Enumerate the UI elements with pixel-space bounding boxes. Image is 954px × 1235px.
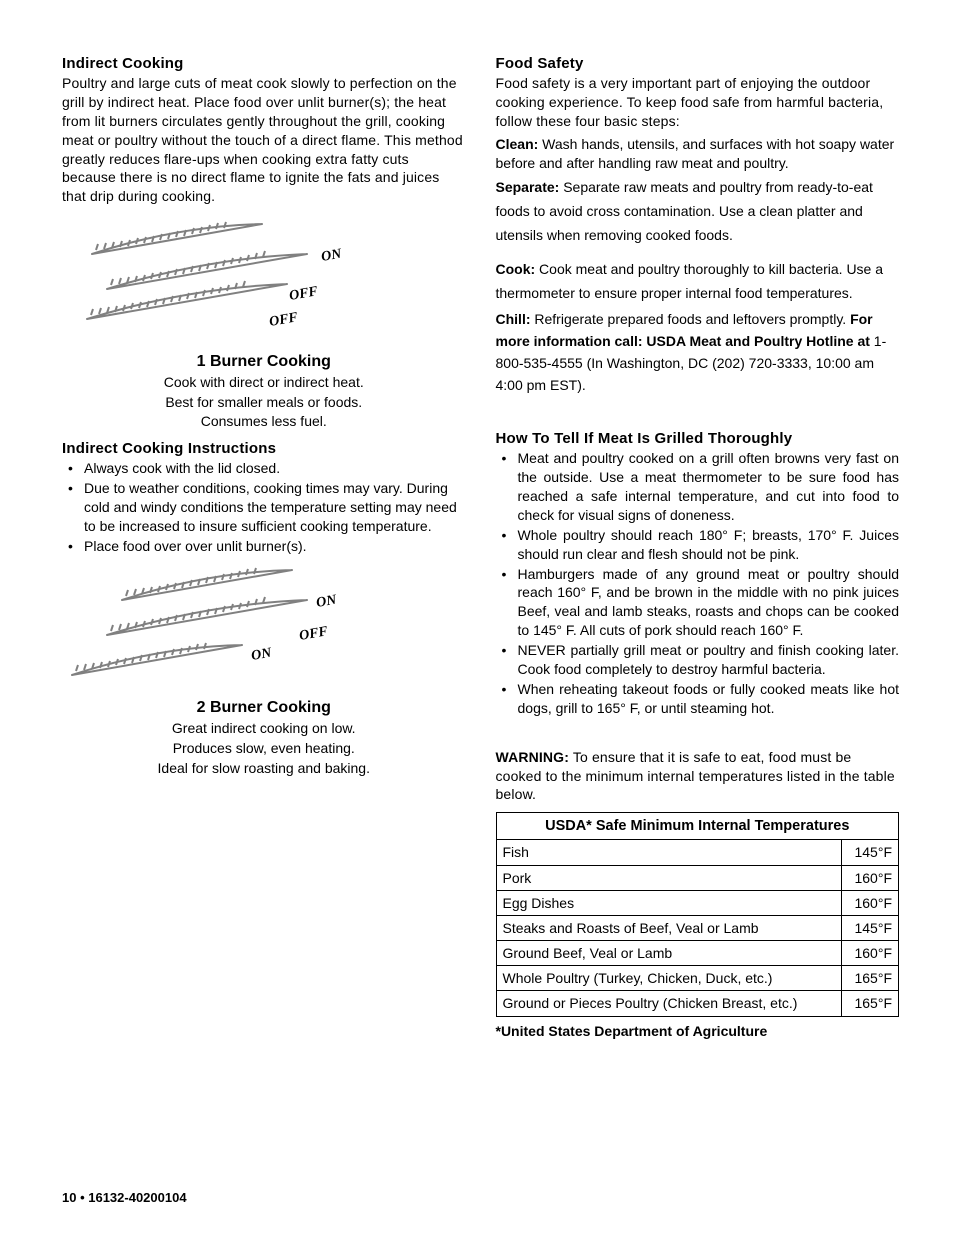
table-cell-name: Ground Beef, Veal or Lamb — [496, 941, 842, 966]
burner2-label-on-1: ON — [315, 593, 338, 611]
burner2-label-off: OFF — [298, 625, 330, 645]
burner2-line3: Ideal for slow roasting and baking. — [62, 759, 466, 779]
list-item: Due to weather conditions, cooking times… — [62, 479, 466, 536]
table-row: Steaks and Roasts of Beef, Veal or Lamb1… — [496, 915, 899, 940]
table-row: Pork160°F — [496, 865, 899, 890]
table-cell-name: Pork — [496, 865, 842, 890]
burner2-line2: Produces slow, even heating. — [62, 739, 466, 759]
burner1-line2: Best for smaller meals or foods. — [62, 393, 466, 413]
clean-label: Clean: — [496, 136, 539, 152]
chill-text-1: Refrigerate prepared foods and leftovers… — [531, 311, 851, 327]
table-cell-name: Ground or Pieces Poultry (Chicken Breast… — [496, 991, 842, 1016]
food-safety-heading: Food Safety — [496, 55, 900, 72]
clean-text: Wash hands, utensils, and surfaces with … — [496, 136, 895, 171]
table-cell-name: Whole Poultry (Turkey, Chicken, Duck, et… — [496, 966, 842, 991]
warning-paragraph: WARNING: To ensure that it is safe to ea… — [496, 748, 900, 805]
table-cell-temp: 160°F — [842, 865, 899, 890]
burner1-label-off-1: OFF — [288, 284, 320, 304]
table-cell-temp: 160°F — [842, 941, 899, 966]
burner1-heading: 1 Burner Cooking — [62, 353, 466, 371]
table-footnote: *United States Department of Agriculture — [496, 1023, 900, 1039]
temperature-table: USDA* Safe Minimum Internal Temperatures… — [496, 812, 900, 1016]
page-content: Indirect Cooking Poultry and large cuts … — [0, 0, 954, 1069]
how-tell-list: Meat and poultry cooked on a grill often… — [496, 449, 900, 717]
burner-diagram-1: ON OFF OFF — [62, 214, 352, 344]
burner2-line1: Great indirect cooking on low. — [62, 719, 466, 739]
warning-label: WARNING: — [496, 749, 570, 765]
table-cell-temp: 160°F — [842, 890, 899, 915]
food-safety-intro: Food safety is a very important part of … — [496, 74, 900, 131]
table-row: Egg Dishes160°F — [496, 890, 899, 915]
food-safety-clean: Clean: Wash hands, utensils, and surface… — [496, 135, 900, 173]
burner1-label-on: ON — [320, 247, 343, 265]
list-item: Whole poultry should reach 180° F; breas… — [496, 526, 900, 564]
table-cell-temp: 165°F — [842, 991, 899, 1016]
table-row: Fish145°F — [496, 840, 899, 865]
table-row: Whole Poultry (Turkey, Chicken, Duck, et… — [496, 966, 899, 991]
indirect-instructions-heading: Indirect Cooking Instructions — [62, 440, 466, 457]
burner1-desc: Cook with direct or indirect heat. Best … — [62, 373, 466, 432]
cook-label: Cook: — [496, 261, 536, 277]
separate-label: Separate: — [496, 179, 560, 195]
table-row: Ground Beef, Veal or Lamb160°F — [496, 941, 899, 966]
table-cell-temp: 165°F — [842, 966, 899, 991]
burner1-line3: Consumes less fuel. — [62, 412, 466, 432]
page-footer: 10 • 16132-40200104 — [62, 1190, 187, 1205]
food-safety-cook: Cook: Cook meat and poultry thoroughly t… — [496, 258, 900, 306]
indirect-instructions-list: Always cook with the lid closed. Due to … — [62, 459, 466, 555]
indirect-cooking-body: Poultry and large cuts of meat cook slow… — [62, 74, 466, 206]
food-safety-separate: Separate: Separate raw meats and poultry… — [496, 176, 900, 247]
table-cell-name: Fish — [496, 840, 842, 865]
chill-label: Chill: — [496, 311, 531, 327]
how-tell-heading: How To Tell If Meat Is Grilled Thoroughl… — [496, 430, 900, 447]
list-item: NEVER partially grill meat or poultry an… — [496, 641, 900, 679]
burner2-label-on-2: ON — [250, 646, 273, 664]
indirect-cooking-heading: Indirect Cooking — [62, 55, 466, 72]
table-cell-temp: 145°F — [842, 915, 899, 940]
list-item: Place food over over unlit burner(s). — [62, 537, 466, 556]
burner-diagram-2: ON OFF ON — [62, 560, 352, 690]
burner2-desc: Great indirect cooking on low. Produces … — [62, 719, 466, 778]
burner1-label-off-2: OFF — [268, 310, 300, 330]
food-safety-chill: Chill: Refrigerate prepared foods and le… — [496, 309, 900, 396]
right-column: Food Safety Food safety is a very import… — [496, 55, 900, 1039]
table-header: USDA* Safe Minimum Internal Temperatures — [496, 813, 899, 840]
burner2-heading: 2 Burner Cooking — [62, 699, 466, 717]
table-cell-temp: 145°F — [842, 840, 899, 865]
list-item: Always cook with the lid closed. — [62, 459, 466, 478]
table-cell-name: Steaks and Roasts of Beef, Veal or Lamb — [496, 915, 842, 940]
table-row: Ground or Pieces Poultry (Chicken Breast… — [496, 991, 899, 1016]
cook-text: Cook meat and poultry thoroughly to kill… — [496, 261, 884, 301]
list-item: Meat and poultry cooked on a grill often… — [496, 449, 900, 525]
list-item: Hamburgers made of any ground meat or po… — [496, 565, 900, 641]
table-cell-name: Egg Dishes — [496, 890, 842, 915]
list-item: When reheating takeout foods or fully co… — [496, 680, 900, 718]
burner1-line1: Cook with direct or indirect heat. — [62, 373, 466, 393]
left-column: Indirect Cooking Poultry and large cuts … — [62, 55, 466, 1039]
